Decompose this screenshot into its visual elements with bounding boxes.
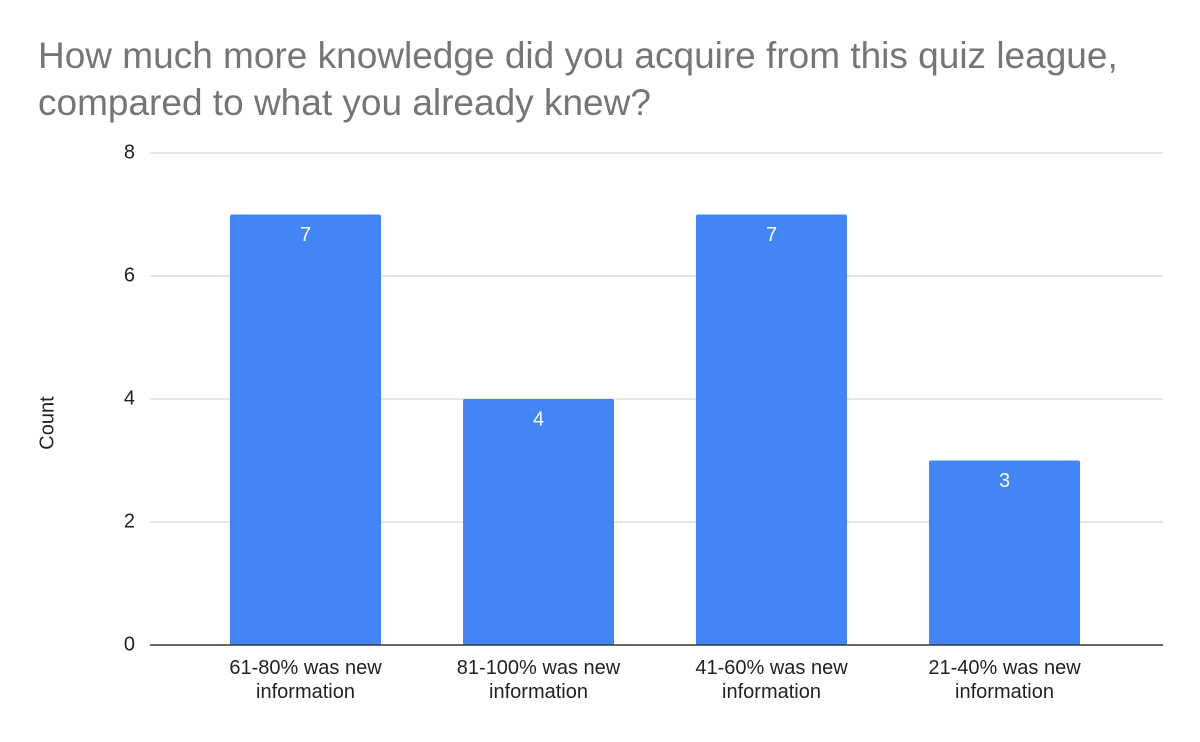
x-tick-label: 41-60% was new information [695, 657, 848, 703]
data-label: 4 [533, 408, 544, 430]
y-axis-label: Count [36, 396, 58, 450]
bar [463, 399, 614, 645]
bar [929, 460, 1080, 645]
x-tick-label: 61-80% was new information [229, 657, 382, 703]
y-tick-label: 8 [124, 141, 135, 163]
chart-title: How much more knowledge did you acquire … [38, 35, 1118, 123]
data-label: 7 [300, 224, 311, 246]
bar [230, 214, 381, 645]
y-tick-label: 2 [124, 510, 135, 532]
x-tick-label: 21-40% was new information [928, 657, 1081, 703]
data-label: 3 [999, 470, 1010, 492]
y-tick-label: 4 [124, 387, 135, 409]
data-label: 7 [766, 224, 777, 246]
x-tick-label: 81-100% was new information [456, 657, 621, 703]
y-tick-label: 0 [124, 633, 135, 655]
y-tick-label: 6 [124, 264, 135, 286]
bar [696, 214, 847, 645]
